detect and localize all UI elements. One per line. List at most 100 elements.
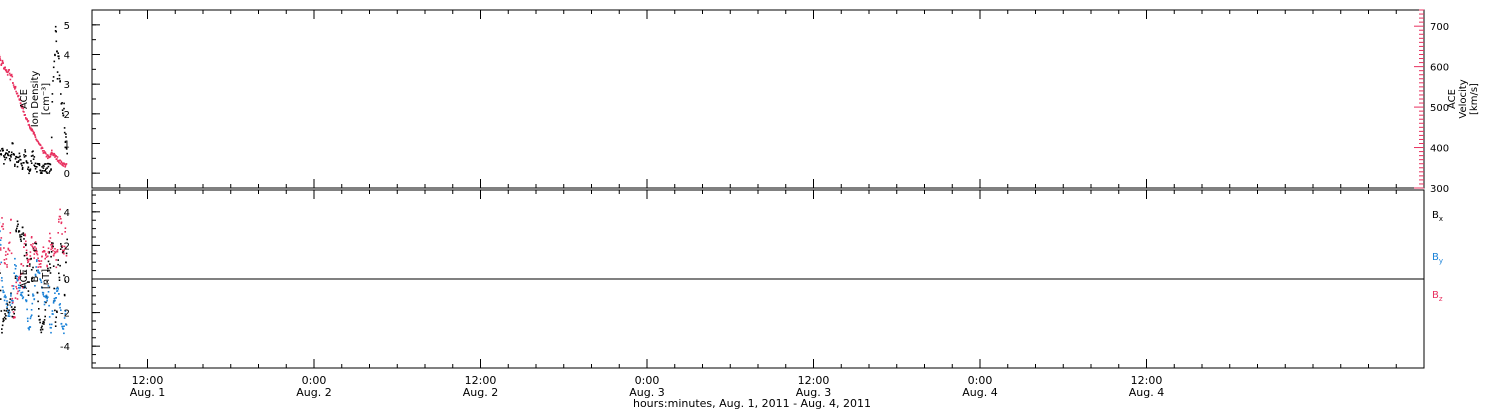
- b-bz-point: [58, 218, 60, 221]
- b-by-point: [4, 294, 6, 297]
- b-by-point: [65, 323, 67, 325]
- density-point: [38, 164, 41, 167]
- b-bx-point: [2, 318, 5, 320]
- velocity-point: [49, 155, 52, 158]
- b-bz-point: [64, 231, 66, 233]
- b-by-point: [57, 288, 59, 290]
- b-by-point: [50, 327, 52, 329]
- b-by-point: [10, 295, 12, 297]
- b-bx-point: [15, 229, 17, 231]
- b-by-point: [47, 291, 50, 293]
- b-bz-point: [23, 242, 26, 245]
- b-bx-point: [14, 306, 16, 308]
- b-bx-point: [23, 234, 25, 236]
- b-by-point: [47, 296, 49, 298]
- b-bx-point: [3, 319, 5, 322]
- density-point: [58, 55, 60, 57]
- b-by-point: [48, 304, 50, 307]
- b-by-point: [25, 300, 28, 303]
- b-by-point: [30, 315, 32, 318]
- density-point: [30, 160, 32, 162]
- b-bx-point: [3, 316, 6, 319]
- legend-bx: Bx: [1432, 210, 1443, 223]
- x-tick-label-time: 0:00: [302, 374, 327, 387]
- b-bx-point: [56, 311, 58, 313]
- density-point: [47, 162, 50, 165]
- b-bx-point: [47, 267, 49, 270]
- b-by-point: [6, 309, 9, 312]
- panel-frames: [91, 9, 1425, 369]
- b-by-point: [54, 292, 56, 294]
- density-point: [21, 168, 24, 170]
- density-point: [28, 172, 30, 175]
- velocity-point: [15, 90, 17, 93]
- density-point: [8, 158, 11, 160]
- b-bz-point: [4, 254, 7, 256]
- density-point: [56, 50, 58, 52]
- b-by-point: [52, 313, 54, 315]
- velocity-point: [60, 160, 63, 163]
- b-bx-point: [18, 230, 21, 232]
- b-by-point: [1, 277, 3, 279]
- velocity-point: [8, 69, 10, 71]
- b-by-point: [62, 328, 65, 330]
- density-point: [23, 154, 25, 156]
- density-point: [5, 156, 8, 159]
- b-bz-point: [6, 253, 9, 255]
- b-bx-point: [39, 318, 41, 321]
- b-bx-point: [19, 238, 22, 241]
- velocity-point: [28, 123, 30, 126]
- b-bz-point: [47, 247, 50, 250]
- top-panel-frame: [91, 9, 1425, 189]
- b-axis-title-line: [nT]: [41, 269, 52, 289]
- b-by-point: [17, 284, 20, 287]
- density-point: [62, 112, 64, 114]
- b-bx-point: [27, 294, 30, 296]
- b-bx-point: [22, 232, 25, 234]
- velocity-point: [29, 126, 31, 129]
- b-bz-point: [12, 317, 15, 319]
- density-point: [58, 74, 61, 77]
- density-point: [8, 151, 10, 153]
- density-point: [23, 156, 26, 158]
- velocity-axis-title-line: [km/s]: [1469, 83, 1480, 115]
- density-y-tick-label: 1: [64, 140, 70, 151]
- density-point: [2, 149, 4, 152]
- density-y-tick-label: 3: [64, 80, 70, 91]
- b-bx-point: [14, 308, 16, 311]
- b-bx-point: [1, 331, 3, 334]
- b-by-point: [3, 291, 5, 293]
- density-point: [27, 168, 29, 170]
- velocity-point: [21, 107, 23, 109]
- velocity-point: [62, 165, 65, 167]
- density-point: [65, 148, 68, 150]
- b-by-point: [0, 244, 2, 246]
- density-point: [63, 131, 66, 134]
- b-bz-point: [35, 247, 37, 250]
- velocity-point: [58, 161, 60, 164]
- b-bz-point: [64, 227, 67, 229]
- b-bx-point: [27, 281, 29, 283]
- density-point: [63, 107, 65, 110]
- density-point: [12, 153, 15, 155]
- velocity-point: [5, 69, 8, 71]
- density-point: [10, 156, 12, 158]
- b-by-point: [48, 316, 51, 318]
- density-point: [29, 169, 32, 171]
- b-axis-title-line: ACE: [19, 269, 30, 289]
- velocity-point: [0, 57, 1, 60]
- density-point: [50, 169, 52, 171]
- velocity-point: [4, 66, 6, 69]
- b-bx-point: [30, 257, 32, 260]
- b-bx-point: [52, 245, 54, 248]
- density-point: [32, 158, 35, 160]
- b-bx-point: [0, 289, 2, 292]
- x-tick-label-time: 12:00: [132, 374, 164, 387]
- b-by-point: [3, 296, 6, 298]
- b-bx-point: [30, 269, 33, 271]
- b-bx-point: [37, 315, 40, 317]
- b-bz-point: [50, 248, 52, 251]
- velocity-point: [20, 105, 23, 108]
- b-bx-point: [41, 325, 43, 328]
- velocity-point: [51, 149, 53, 152]
